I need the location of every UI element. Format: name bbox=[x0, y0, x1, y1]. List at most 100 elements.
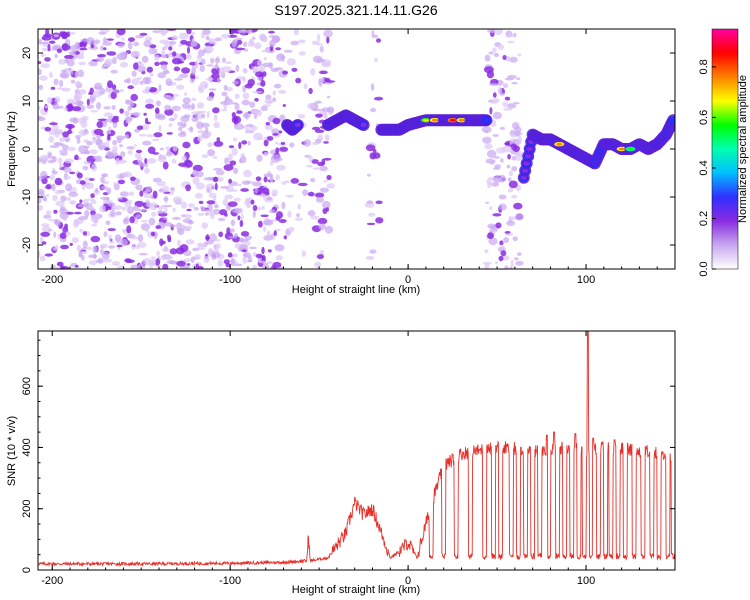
noise-speck bbox=[155, 258, 161, 266]
noise-speck bbox=[513, 202, 523, 210]
noise-speck bbox=[211, 73, 220, 80]
noise-speck bbox=[172, 145, 178, 152]
noise-speck bbox=[263, 152, 269, 157]
noise-speck bbox=[178, 32, 189, 40]
noise-speck bbox=[167, 234, 171, 241]
noise-speck bbox=[326, 36, 330, 44]
noise-speck bbox=[317, 217, 328, 225]
noise-speck bbox=[38, 84, 43, 90]
noise-speck bbox=[314, 100, 322, 104]
noise-speck bbox=[40, 41, 50, 45]
noise-speck bbox=[44, 57, 51, 62]
ridge-peak bbox=[618, 147, 625, 151]
noise-speck bbox=[225, 61, 232, 65]
noise-speck bbox=[136, 244, 140, 250]
noise-speck bbox=[259, 33, 267, 40]
noise-speck bbox=[507, 188, 514, 193]
noise-speck bbox=[492, 47, 497, 53]
noise-speck bbox=[215, 243, 221, 250]
noise-speck bbox=[68, 191, 79, 198]
noise-speck bbox=[52, 266, 62, 269]
noise-speck bbox=[200, 58, 206, 65]
noise-speck bbox=[210, 233, 216, 240]
noise-speck bbox=[275, 216, 281, 221]
colorbar-gradient bbox=[711, 28, 739, 270]
noise-speck bbox=[326, 174, 332, 181]
noise-speck bbox=[307, 191, 315, 197]
noise-speck bbox=[80, 254, 85, 261]
noise-speck bbox=[110, 91, 117, 100]
noise-speck bbox=[107, 80, 113, 89]
noise-speck bbox=[38, 115, 43, 120]
noise-speck bbox=[258, 220, 263, 228]
noise-speck bbox=[41, 241, 47, 245]
noise-speck bbox=[191, 67, 196, 75]
noise-speck bbox=[230, 219, 236, 227]
noise-speck bbox=[163, 255, 168, 259]
noise-speck bbox=[129, 236, 140, 240]
noise-speck bbox=[213, 239, 221, 242]
noise-speck bbox=[111, 117, 119, 123]
noise-speck bbox=[233, 137, 238, 142]
noise-speck bbox=[212, 176, 219, 183]
noise-speck bbox=[111, 261, 121, 266]
noise-speck bbox=[252, 210, 256, 218]
noise-speck bbox=[290, 40, 300, 46]
noise-speck bbox=[231, 112, 236, 118]
noise-speck bbox=[169, 40, 177, 45]
figure-title: S197.2025.321.14.11.G26 bbox=[274, 2, 437, 18]
noise-speck bbox=[150, 256, 157, 260]
noise-speck bbox=[74, 96, 80, 101]
noise-speck bbox=[143, 167, 150, 174]
noise-speck bbox=[275, 141, 279, 145]
noise-speck bbox=[273, 230, 277, 236]
noise-speck bbox=[374, 57, 378, 63]
noise-speck bbox=[229, 228, 235, 233]
noise-speck bbox=[48, 136, 55, 143]
noise-speck bbox=[139, 32, 148, 36]
noise-speck bbox=[315, 113, 323, 118]
noise-speck bbox=[260, 214, 269, 218]
noise-speck bbox=[176, 76, 184, 79]
noise-speck bbox=[53, 34, 59, 38]
noise-speck bbox=[129, 207, 133, 212]
snr-panel: -200 -100 0 100 0 200 400 600 Height of straigh… bbox=[6, 330, 676, 596]
noise-speck bbox=[275, 255, 283, 261]
colorbar-tick-label: 0.4 bbox=[698, 160, 710, 175]
noise-speck bbox=[301, 250, 306, 257]
noise-speck bbox=[38, 38, 42, 45]
noise-speck bbox=[138, 252, 148, 256]
colorbar-ticks: 0.0 0.2 0.4 0.6 0.8 bbox=[698, 59, 716, 277]
noise-speck bbox=[311, 159, 319, 164]
noise-speck bbox=[74, 41, 80, 50]
noise-speck bbox=[182, 97, 191, 104]
noise-speck bbox=[310, 178, 316, 183]
noise-speck bbox=[176, 260, 186, 267]
noise-speck bbox=[228, 178, 233, 184]
noise-speck bbox=[38, 251, 41, 258]
noise-speck bbox=[232, 253, 238, 258]
noise-speck bbox=[52, 123, 59, 132]
noise-speck bbox=[268, 35, 278, 38]
noise-speck bbox=[186, 29, 192, 35]
noise-speck bbox=[119, 108, 124, 114]
noise-speck bbox=[45, 193, 50, 197]
noise-speck bbox=[115, 211, 122, 216]
noise-speck bbox=[116, 137, 122, 144]
noise-speck bbox=[206, 64, 214, 67]
noise-speck bbox=[504, 231, 511, 234]
noise-speck bbox=[159, 39, 170, 44]
noise-speck bbox=[96, 121, 104, 128]
noise-speck bbox=[71, 100, 75, 107]
noise-speck bbox=[192, 176, 200, 185]
noise-speck bbox=[232, 183, 243, 187]
noise-speck bbox=[280, 141, 286, 145]
noise-speck bbox=[511, 166, 518, 172]
noise-speck bbox=[111, 105, 116, 110]
noise-speck bbox=[117, 42, 125, 48]
noise-speck bbox=[122, 171, 132, 178]
noise-speck bbox=[200, 206, 205, 209]
spectrogram-xtick-label: -100 bbox=[219, 274, 241, 286]
noise-speck bbox=[89, 87, 94, 96]
